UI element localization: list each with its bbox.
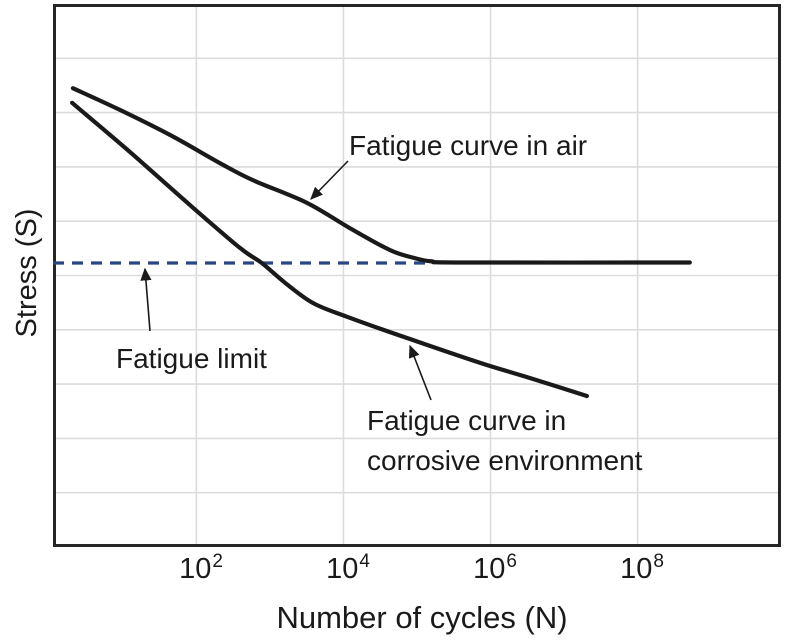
x-tick-label-1e8: 108: [620, 551, 664, 585]
fatigue-limit-annotation: Fatigue limit: [116, 343, 267, 374]
x-tick-label-1e4: 104: [326, 551, 370, 585]
air-curve-annotation: Fatigue curve in air: [349, 130, 588, 161]
plot-border: [53, 4, 781, 547]
x-axis-title: Number of cycles (N): [276, 600, 568, 635]
corrosive-curve-line: [70, 100, 589, 399]
corrosive-curve-annotation: Fatigue curve in corrosive environment: [367, 401, 642, 481]
corrosive-annotation-line2: corrosive environment: [367, 445, 643, 476]
x-tick-label-1e6: 106: [473, 551, 517, 585]
y-axis-title: Stress (S): [11, 208, 43, 338]
fatigue-limit-arrow: [140, 267, 152, 332]
corrosive-annotation-line1: Fatigue curve in: [367, 405, 567, 436]
air-curve-line: [70, 86, 692, 265]
gridlines-layer: [53, 4, 781, 547]
corrosive-label-arrow: [408, 344, 432, 401]
x-tick-label-1e2: 102: [179, 551, 223, 585]
annotation-arrows-layer: [140, 160, 432, 401]
series-curves-layer: [70, 86, 692, 399]
air-label-arrow: [310, 160, 349, 200]
